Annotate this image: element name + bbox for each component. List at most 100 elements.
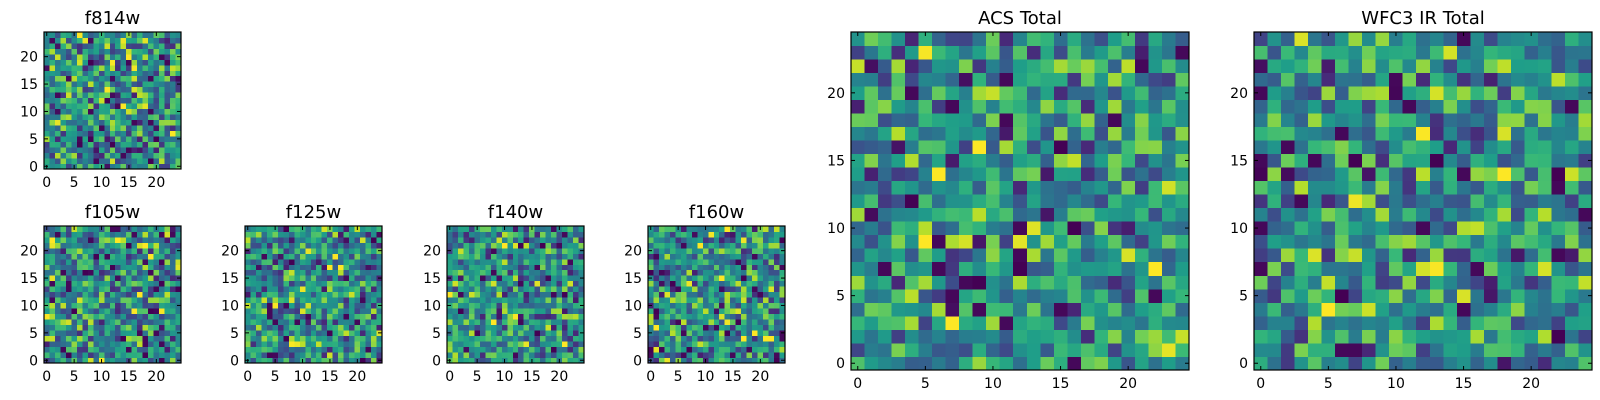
heatmap-cell [82, 258, 89, 265]
heatmap-cell [452, 352, 459, 358]
heatmap-cell [250, 308, 257, 315]
heatmap-cell [578, 242, 585, 249]
heatmap-cell [98, 53, 105, 60]
heatmap-cell [763, 286, 769, 293]
heatmap-cell [49, 130, 56, 137]
heatmap-cell [159, 357, 165, 364]
heatmap-cell [321, 346, 328, 353]
heatmap-cell [1537, 356, 1552, 371]
heatmap-cell [1254, 194, 1268, 209]
heatmap-cell [468, 242, 475, 249]
heatmap-cell [779, 308, 786, 315]
heatmap-cell [365, 286, 372, 293]
heatmap-cell [1267, 275, 1282, 290]
heatmap-cell [1080, 302, 1095, 317]
x-tick-label: 5 [271, 369, 280, 385]
heatmap-cell [490, 313, 497, 320]
heatmap-cell [327, 308, 334, 315]
heatmap-cell [142, 357, 149, 364]
heatmap-cell [774, 352, 780, 358]
heatmap-cell [534, 341, 541, 347]
heatmap-cell [1148, 194, 1163, 209]
heatmap-cell [126, 37, 133, 44]
heatmap-cell [365, 335, 372, 342]
heatmap-cell [142, 253, 149, 260]
heatmap-cell [71, 125, 78, 132]
heatmap-cell [137, 258, 144, 265]
heatmap-cell [49, 319, 56, 326]
heatmap-cell [562, 247, 568, 254]
heatmap-cell [779, 280, 786, 287]
heatmap-cell [540, 231, 547, 238]
heatmap-cell [142, 242, 149, 249]
heatmap-cell [170, 357, 176, 364]
heatmap-cell [1362, 140, 1377, 155]
heatmap-cell [1267, 194, 1282, 209]
heatmap-cell [490, 341, 497, 347]
heatmap-cell [1443, 59, 1458, 73]
heatmap-cell [691, 308, 698, 315]
heatmap-cell [675, 302, 682, 309]
heatmap-cell [109, 103, 116, 110]
heatmap-cell [675, 280, 682, 287]
heatmap-cell [551, 324, 557, 331]
heatmap-cell [131, 75, 138, 82]
heatmap-cell [545, 242, 552, 249]
heatmap-cell [360, 231, 366, 238]
heatmap-cell [109, 81, 116, 88]
heatmap-cell [1134, 356, 1149, 371]
heatmap-cell [376, 308, 383, 315]
heatmap-cell [332, 258, 339, 265]
heatmap-cell [496, 226, 503, 232]
heatmap-cell [763, 226, 769, 232]
heatmap-cell [501, 341, 508, 347]
heatmap-cell [115, 242, 122, 249]
heatmap-cell [573, 275, 579, 282]
heatmap-cell [109, 335, 116, 342]
heatmap-cell [507, 330, 514, 336]
heatmap-cell [1067, 45, 1082, 60]
heatmap-cell [283, 341, 290, 347]
heatmap-cell [1551, 261, 1566, 276]
heatmap-cell [545, 247, 552, 254]
y-tick-label: 20 [827, 86, 845, 102]
heatmap-cell [545, 231, 552, 238]
heatmap-cell [1429, 342, 1444, 357]
heatmap-cell [126, 75, 133, 82]
y-tick-label: 0 [1239, 356, 1248, 372]
heatmap-cell [98, 37, 105, 44]
heatmap-cell [170, 291, 176, 298]
heatmap-cell [310, 308, 317, 315]
heatmap-cell [724, 275, 731, 282]
heatmap-cell [1254, 275, 1268, 290]
heatmap-cell [1321, 140, 1336, 155]
heatmap-cell [774, 346, 780, 353]
y-tick-label: 15 [20, 77, 38, 93]
heatmap-cell [1375, 275, 1390, 290]
heatmap-cell [768, 302, 775, 309]
heatmap-cell [1094, 288, 1109, 303]
heatmap-cell [1067, 126, 1082, 141]
heatmap-cell [534, 280, 541, 287]
heatmap-cell [891, 194, 906, 209]
heatmap-cell [1470, 234, 1485, 249]
heatmap-cell [959, 113, 974, 128]
heatmap-cell [757, 341, 764, 347]
heatmap-cell [905, 59, 919, 73]
heatmap-cell [562, 226, 568, 232]
heatmap-cell [131, 253, 138, 260]
heatmap-cell [658, 269, 665, 276]
heatmap-cell [719, 258, 726, 265]
heatmap-cell [283, 275, 290, 282]
heatmap-cell [986, 248, 1001, 263]
heatmap-cell [159, 247, 165, 254]
y-tick-label: 5 [633, 326, 642, 342]
heatmap-cell [648, 313, 654, 320]
heatmap-cell [691, 269, 698, 276]
x-tick-label: 5 [473, 369, 482, 385]
heatmap-cell [277, 280, 284, 287]
heatmap-cell [255, 291, 262, 298]
heatmap-cell [1402, 45, 1417, 60]
heatmap-cell [272, 308, 279, 315]
heatmap-cell [691, 231, 698, 238]
